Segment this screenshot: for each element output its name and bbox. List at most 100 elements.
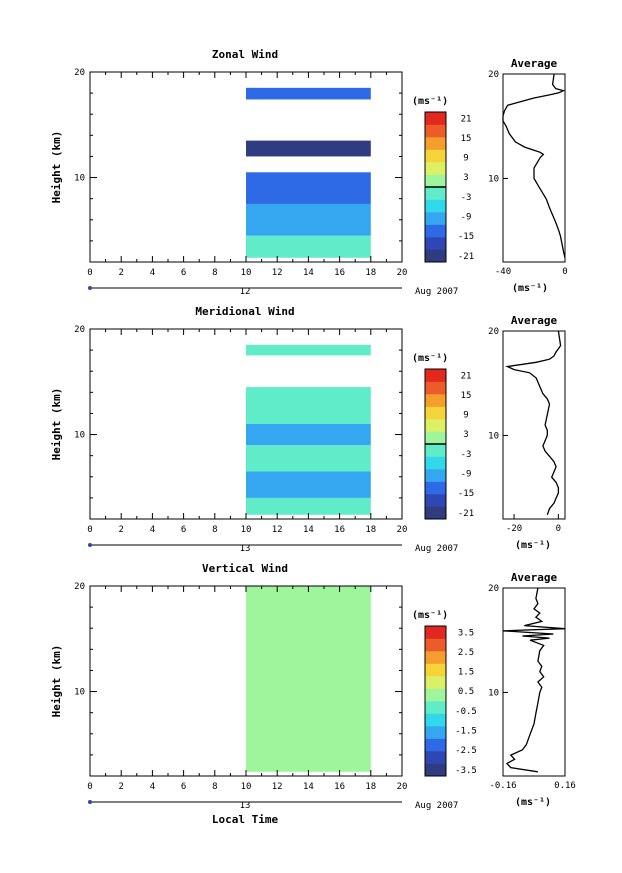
x-tick-label: 20 (397, 525, 408, 535)
date-label: Aug 2007 (415, 801, 458, 811)
day-axis-marker (88, 543, 92, 547)
colorbar-label: (ms⁻¹) (412, 353, 448, 364)
x-tick-label: 2 (118, 525, 123, 535)
panel-vertical-wind: Vertical Wind Height (km) Aug 2007 13 (m… (50, 562, 576, 826)
colorbar-swatch (425, 738, 446, 752)
colorbar-tick-label: 3 (463, 430, 468, 440)
colorbar-tick-label: 9 (463, 154, 468, 164)
colorbar-swatch (425, 187, 446, 200)
colorbar-tick-label: -9 (461, 212, 472, 222)
y-tick-label: 20 (74, 582, 85, 592)
heatmap-cell (246, 235, 371, 258)
y-tick-label: 20 (74, 325, 85, 335)
colorbar-swatch (425, 494, 446, 507)
profile-y-tick-label: 10 (488, 174, 499, 184)
profile-title: Average (511, 314, 558, 327)
colorbar-swatch (425, 112, 446, 125)
colorbar-swatch (425, 137, 446, 150)
colorbar-swatch (425, 149, 446, 163)
colorbar-tick-label: 9 (463, 411, 468, 421)
colorbar-tick-label: -1.5 (455, 726, 477, 736)
x-axis-label: Local Time (212, 813, 279, 826)
day-axis-marker (88, 800, 92, 804)
heatmap-cell (246, 344, 371, 356)
colorbar-swatch (425, 469, 446, 482)
x-tick-label: 14 (303, 268, 314, 278)
profile-x-tick-label: 0.16 (554, 781, 576, 791)
colorbar-tick-label: 2.5 (458, 648, 474, 658)
profile-y-tick-label: 20 (488, 584, 499, 594)
x-tick-label: 0 (87, 268, 92, 278)
colorbar-tick-label: 0.5 (458, 687, 474, 697)
y-axis-label: Height (km) (50, 388, 63, 461)
profile-y-tick-label: 10 (488, 431, 499, 441)
x-tick-label: 6 (181, 782, 186, 792)
colorbar-swatch (425, 456, 446, 470)
x-tick-label: 2 (118, 782, 123, 792)
profile-line (502, 587, 566, 773)
colorbar-swatch (425, 506, 446, 520)
x-tick-label: 2 (118, 268, 123, 278)
x-tick-label: 18 (365, 268, 376, 278)
colorbar-swatch (425, 419, 446, 432)
profile-line (502, 73, 566, 258)
x-tick-label: 12 (272, 268, 283, 278)
profile-y-tick-label: 10 (488, 688, 499, 698)
panel-zonal-wind: Zonal Wind Height (km) Aug 2007 12 (ms⁻¹… (50, 48, 568, 297)
colorbar-tick-label: 15 (461, 134, 472, 144)
profile-frame (502, 330, 566, 520)
colorbar-swatch (425, 394, 446, 407)
profile-x-tick-label: -0.16 (489, 781, 516, 791)
profile-x-tick-label: 0 (562, 267, 567, 277)
colorbar-swatch (425, 174, 446, 188)
profile-title: Average (511, 57, 558, 70)
x-tick-label: 10 (241, 268, 252, 278)
day-axis-marker (88, 286, 92, 290)
x-tick-label: 20 (397, 268, 408, 278)
colorbar-swatch (425, 638, 446, 652)
profile-xlabel: (ms⁻¹) (512, 283, 548, 294)
colorbar-tick-label: -0.5 (455, 707, 477, 717)
colorbar-swatch (425, 713, 446, 727)
x-tick-label: 4 (150, 268, 155, 278)
heatmap-cell (246, 586, 371, 772)
colorbar-tick-label: 15 (461, 391, 472, 401)
y-axis-label: Height (km) (50, 645, 63, 718)
colorbar-tick-label: -15 (458, 232, 474, 242)
profile-y-tick-label: 20 (488, 70, 499, 80)
colorbar-swatch (425, 199, 446, 213)
x-tick-label: 8 (212, 525, 217, 535)
heatmap-cell (246, 203, 371, 236)
x-tick-label: 12 (272, 782, 283, 792)
profile-xlabel: (ms⁻¹) (515, 540, 551, 551)
colorbar-swatch (425, 663, 446, 677)
colorbar-tick-label: 3 (463, 173, 468, 183)
x-tick-label: 14 (303, 782, 314, 792)
profile-frame (502, 73, 566, 263)
colorbar-swatch (425, 224, 446, 238)
profile-x-tick-label: -40 (495, 267, 511, 277)
heatmap-cell (246, 445, 371, 472)
y-tick-label: 10 (74, 174, 85, 184)
date-label: Aug 2007 (415, 544, 458, 554)
profile-x-tick-label: 0 (556, 524, 561, 534)
profile-frame (502, 587, 566, 777)
colorbar-swatch (425, 651, 446, 664)
colorbar-tick-label: -2.5 (455, 746, 477, 756)
heatmap-cell (246, 87, 371, 100)
heatmap-cell (246, 424, 371, 446)
colorbar-tick-label: 21 (461, 114, 472, 124)
x-tick-label: 6 (181, 525, 186, 535)
panel-title: Zonal Wind (212, 48, 278, 61)
colorbar-tick-label: -3 (461, 450, 472, 460)
colorbar-tick-label: -15 (458, 489, 474, 499)
x-tick-label: 16 (334, 525, 345, 535)
colorbar-tick-label: -9 (461, 469, 472, 479)
colorbar-swatch (425, 726, 446, 739)
heatmap-cell (246, 497, 371, 515)
colorbar-swatch (425, 701, 446, 714)
colorbar-swatch (425, 381, 446, 395)
x-tick-label: 0 (87, 782, 92, 792)
x-tick-label: 10 (241, 525, 252, 535)
